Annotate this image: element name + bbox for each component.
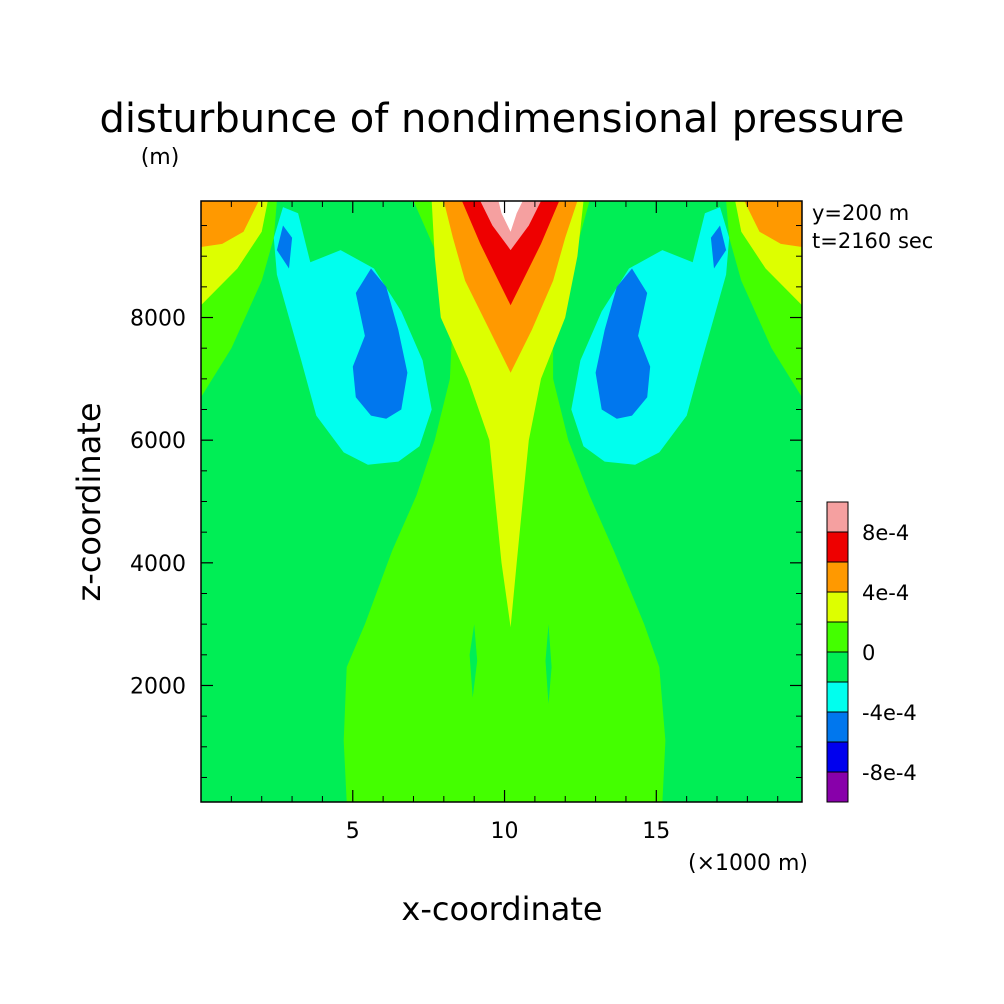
- contour-region-19: [545, 624, 552, 704]
- colorbar-segment-2: [826, 711, 849, 743]
- y-axis-unit: (m): [141, 145, 180, 170]
- colorbar-label-4: -8e-4: [862, 761, 917, 785]
- annotation-t: t=2160 sec: [812, 229, 933, 253]
- contour-region-15: [595, 268, 651, 419]
- y-tick-label-0: 2000: [130, 674, 186, 699]
- y-tick-label-1: 4000: [130, 552, 186, 577]
- contour-region-3: [431, 201, 584, 628]
- annotation-y: y=200 m: [812, 201, 909, 225]
- contour-region-14: [352, 268, 408, 419]
- colorbar-segment-8: [826, 531, 849, 563]
- colorbar-segment-6: [826, 591, 849, 623]
- contour-region-16: [276, 225, 293, 269]
- x-axis-unit: (×1000 m): [688, 851, 808, 876]
- colorbar-label-3: -4e-4: [862, 701, 917, 725]
- x-tick-label-1: 10: [491, 819, 519, 844]
- contour-region-9: [462, 201, 560, 306]
- colorbar: 8e-4 4e-4 0 -4e-4 -8e-4: [826, 501, 917, 803]
- contour-region-17: [710, 225, 727, 269]
- contour-region-7: [201, 201, 259, 247]
- y-tick-label-2: 6000: [130, 429, 186, 454]
- colorbar-label-2: 0: [862, 641, 875, 665]
- colorbar-segment-1: [826, 741, 849, 773]
- colorbar-label-1: 4e-4: [862, 581, 909, 605]
- colorbar-segment-4: [826, 651, 849, 683]
- x-axis-label: x-coordinate: [401, 890, 602, 928]
- y-tick-label-3: 8000: [130, 307, 186, 332]
- plot-area: 5 10 15 2000 4000 6000 8000: [130, 200, 803, 844]
- colorbar-segment-0: [826, 771, 849, 803]
- chart-title: disturbunce of nondimensional pressure: [100, 96, 905, 142]
- contour-region-8: [744, 201, 802, 247]
- colorbar-segment-9: [826, 501, 849, 533]
- colorbar-segment-3: [826, 681, 849, 713]
- x-tick-label-2: 15: [642, 819, 670, 844]
- contour-region-18: [469, 624, 478, 698]
- x-tick-label-0: 5: [346, 819, 360, 844]
- colorbar-label-0: 8e-4: [862, 521, 909, 545]
- y-axis-label: z-coordinate: [70, 402, 108, 601]
- colorbar-segment-5: [826, 621, 849, 653]
- colorbar-segment-7: [826, 561, 849, 593]
